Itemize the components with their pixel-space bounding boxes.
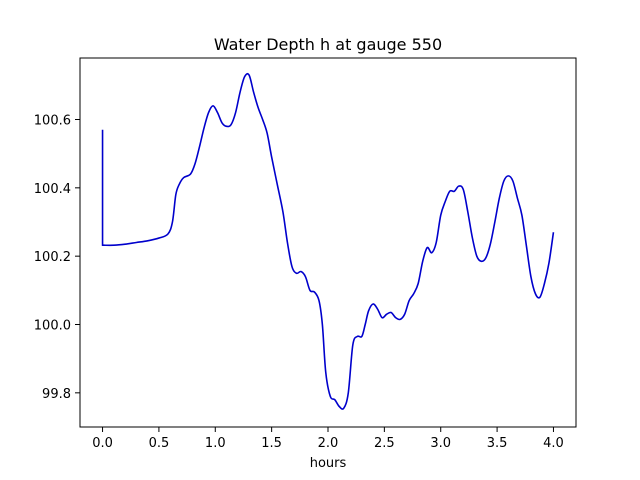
y-tick-label: 99.8 xyxy=(42,387,71,402)
y-axis-ticks: 99.8 100.0 100.2 100.4 100.6 xyxy=(34,114,80,402)
x-tick-label: 2.5 xyxy=(374,436,395,451)
plot-area-background xyxy=(80,58,576,427)
x-tick-label: 1.5 xyxy=(261,436,282,451)
series-line xyxy=(101,72,555,410)
x-tick-label: 4.0 xyxy=(543,436,564,451)
plot-frame xyxy=(79,57,577,428)
x-axis-label: hours xyxy=(310,456,347,471)
y-tick-label: 100.0 xyxy=(34,319,71,334)
x-tick-label: 0.0 xyxy=(92,436,113,451)
y-tick-label: 100.4 xyxy=(34,182,71,197)
x-tick-label: 3.5 xyxy=(487,436,508,451)
chart-title: Water Depth h at gauge 550 xyxy=(214,35,442,54)
x-tick-label: 3.0 xyxy=(430,436,451,451)
series-layer xyxy=(101,72,555,410)
y-tick-label: 100.6 xyxy=(34,114,71,129)
x-tick-label: 1.0 xyxy=(205,436,226,451)
x-tick-label: 0.5 xyxy=(149,436,170,451)
x-tick-label: 2.0 xyxy=(318,436,339,451)
y-tick-label: 100.2 xyxy=(34,250,71,265)
x-axis-ticks: 0.0 0.5 1.0 1.5 2.0 2.5 3.0 3.5 4.0 xyxy=(92,427,564,451)
